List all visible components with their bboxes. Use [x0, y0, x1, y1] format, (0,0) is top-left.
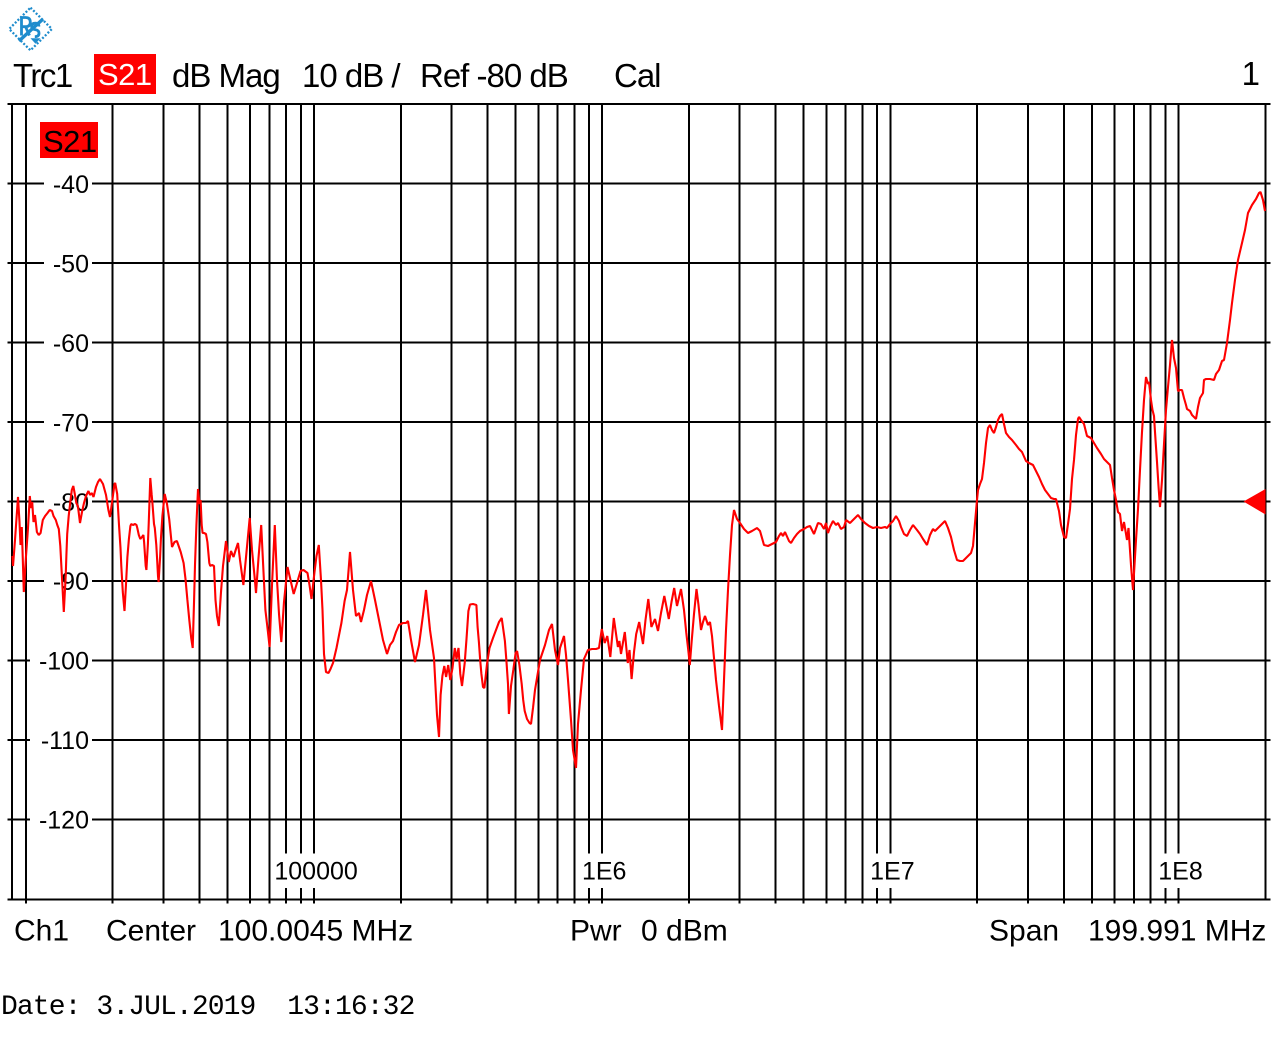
svg-text:199.991 MHz: 199.991 MHz [1088, 915, 1266, 948]
svg-text:-40: -40 [53, 171, 89, 199]
svg-text:Trc1: Trc1 [13, 57, 72, 94]
svg-text:1E8: 1E8 [1158, 858, 1202, 886]
svg-text:-50: -50 [53, 250, 89, 278]
svg-text:Pwr: Pwr [570, 915, 622, 948]
svg-text:Date: 3.JUL.2019 13:16:32: Date: 3.JUL.2019 13:16:32 [1, 992, 414, 1023]
svg-text:1E6: 1E6 [582, 858, 626, 886]
svg-text:100000: 100000 [274, 858, 357, 886]
svg-text:S21: S21 [43, 124, 97, 159]
svg-text:S21: S21 [98, 57, 152, 92]
svg-text:Ch1: Ch1 [14, 915, 69, 948]
svg-text:dB Mag: dB Mag [172, 57, 280, 94]
svg-text:Span: Span [989, 915, 1059, 948]
svg-text:Ref -80 dB: Ref -80 dB [420, 57, 568, 94]
svg-text:-120: -120 [39, 807, 89, 835]
svg-text:Cal: Cal [614, 57, 661, 94]
svg-text:-60: -60 [53, 330, 89, 358]
svg-text:1: 1 [1242, 55, 1260, 92]
svg-text:Center: Center [106, 915, 196, 948]
svg-text:-90: -90 [53, 568, 89, 596]
svg-text:0 dBm: 0 dBm [641, 915, 728, 948]
svg-text:-100: -100 [39, 648, 89, 676]
svg-text:10 dB /: 10 dB / [302, 57, 401, 94]
svg-text:-110: -110 [41, 727, 89, 755]
svg-text:-70: -70 [53, 409, 89, 437]
svg-text:1E7: 1E7 [870, 858, 914, 886]
svg-text:100.0045 MHz: 100.0045 MHz [218, 915, 413, 948]
